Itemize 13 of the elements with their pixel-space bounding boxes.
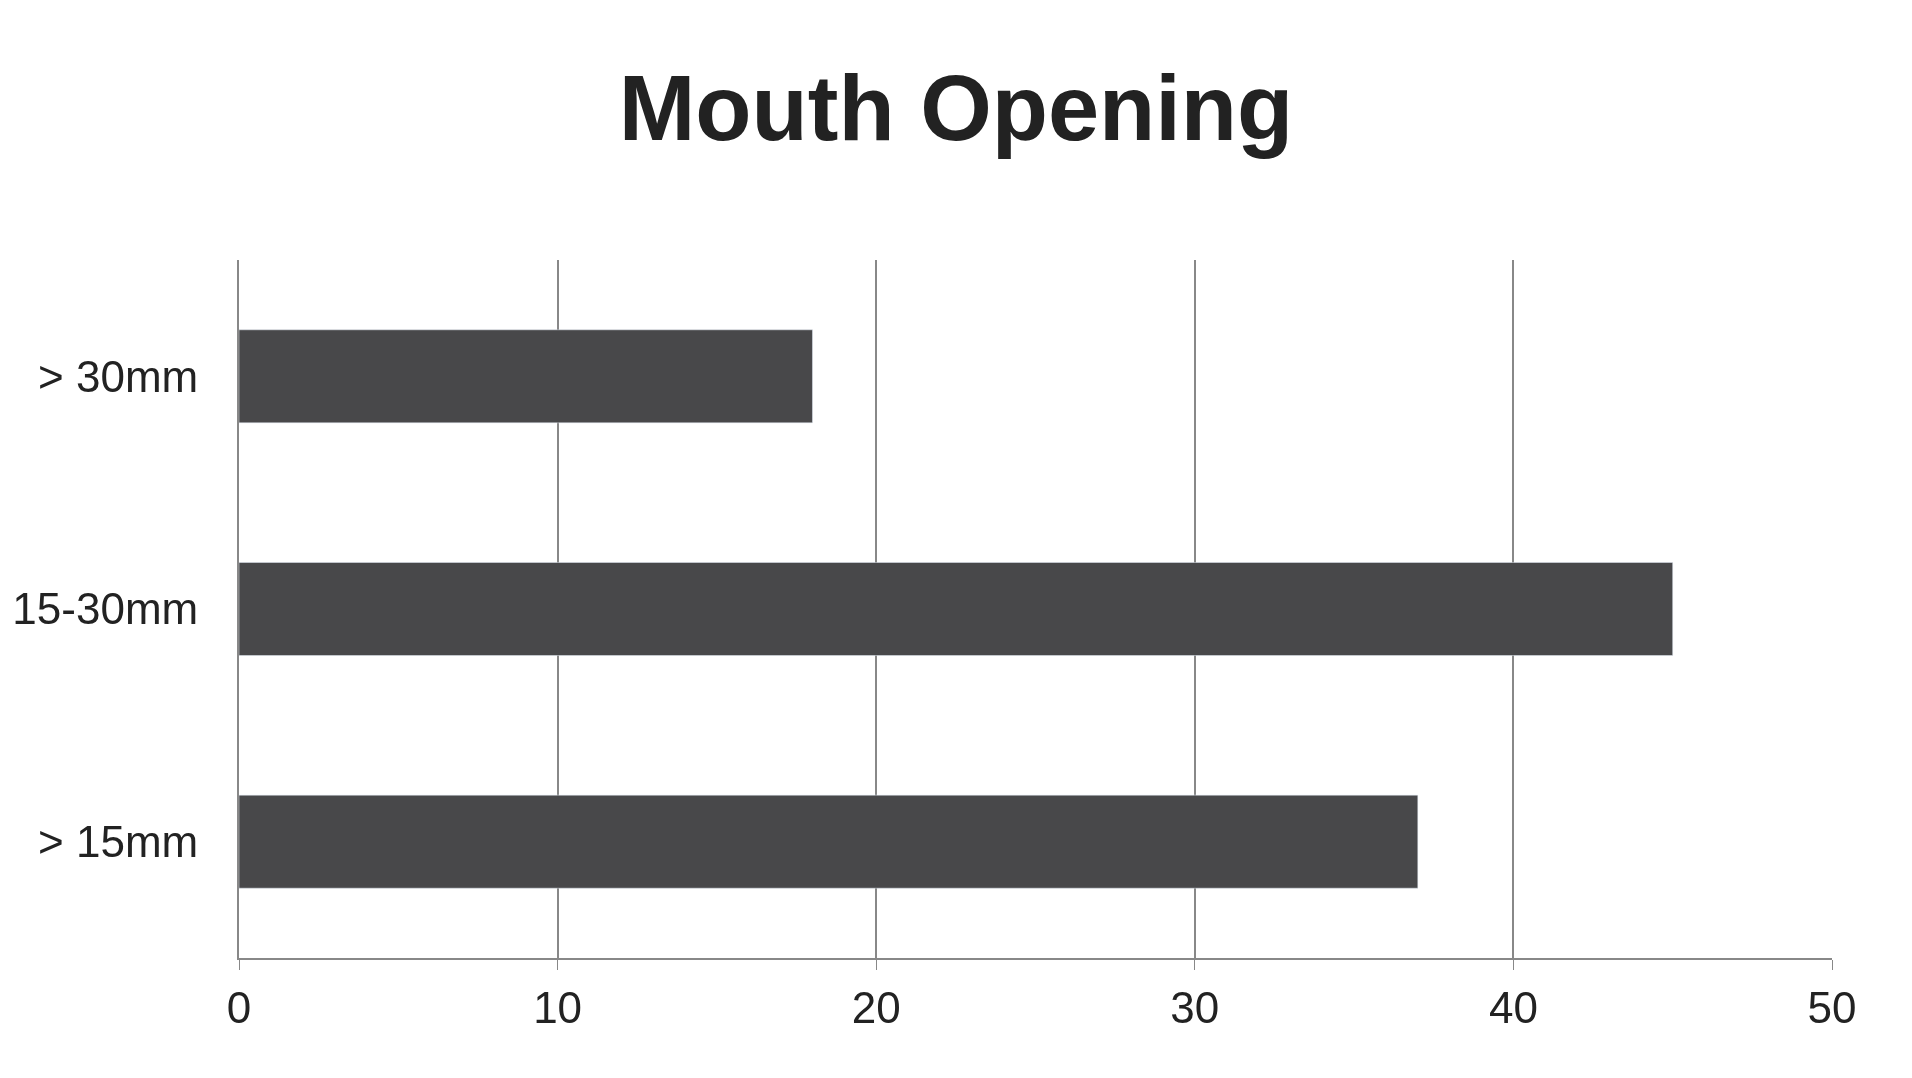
x-tick-label: 50 bbox=[1807, 982, 1857, 1032]
x-tick-label: 0 bbox=[226, 982, 252, 1032]
x-tick-label: 10 bbox=[533, 982, 583, 1032]
y-tick-label: > 30mm bbox=[38, 351, 199, 401]
bar bbox=[239, 794, 1419, 889]
y-tick-label: 15-30mm bbox=[12, 584, 199, 634]
x-tick-label: 30 bbox=[1170, 982, 1220, 1032]
x-tick-label: 20 bbox=[851, 982, 901, 1032]
y-tick-label: > 15mm bbox=[38, 817, 199, 867]
bar bbox=[239, 329, 813, 424]
x-tick-label: 40 bbox=[1488, 982, 1538, 1032]
chart-title: Mouth Opening bbox=[618, 56, 1294, 159]
bar bbox=[239, 562, 1673, 656]
